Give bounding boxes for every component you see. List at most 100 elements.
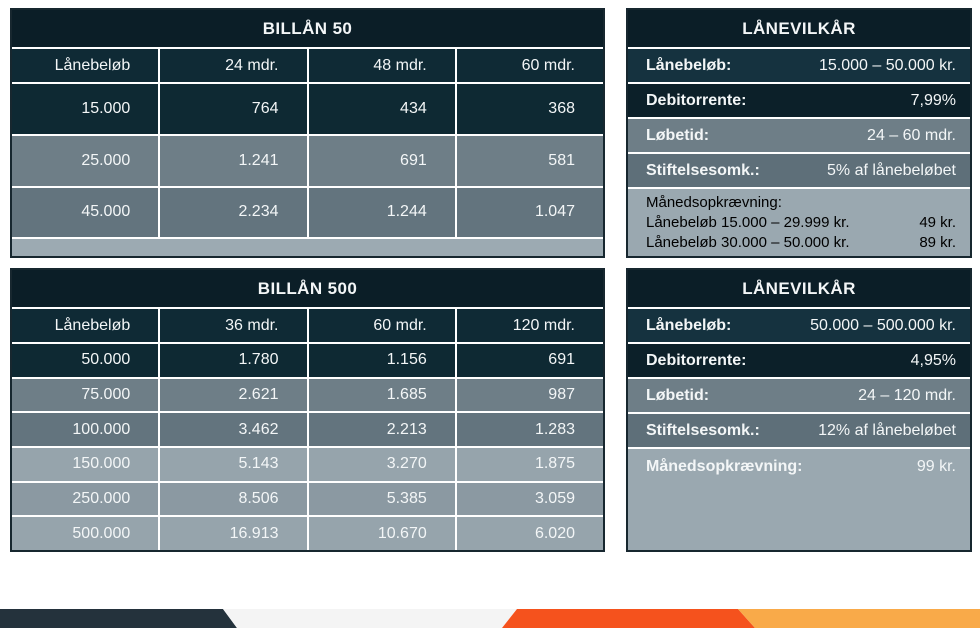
payment-cell: 691 xyxy=(308,135,455,186)
loan-amount-cell: 250.000 xyxy=(12,482,159,516)
loan-terms-panel-500: LÅNEVILKÅR Lånebeløb: 50.000 – 500.000 k… xyxy=(626,268,972,552)
payment-cell: 434 xyxy=(308,84,455,134)
payment-cell: 764 xyxy=(160,84,307,134)
table-row: 25.000 1.241 691 581 xyxy=(12,135,603,186)
terms-row-interest: Debitorrente: 4,95% xyxy=(628,344,970,377)
terms-label: Lånebeløb: xyxy=(646,316,732,334)
terms-value: 5% af lånebeløbet xyxy=(827,161,956,179)
column-header-24-mdr: 24 mdr. xyxy=(160,49,307,82)
loan-amount-cell: 150.000 xyxy=(12,448,159,481)
column-header-60-mdr: 60 mdr. xyxy=(308,309,455,342)
payment-cell: 581 xyxy=(456,135,603,186)
table-row: 500.000 16.913 10.670 6.020 xyxy=(12,517,603,551)
terms-row-monthly-fee: Månedsopkrævning: Lånebeløb 15.000 – 29.… xyxy=(628,189,970,256)
payment-cell: 5.143 xyxy=(160,448,307,481)
terms-label: Debitorrente: xyxy=(646,351,747,369)
billan-500-title: BILLÅN 500 xyxy=(12,270,603,307)
table-row: 15.000 764 434 368 xyxy=(12,84,603,134)
stripe-segment-navy xyxy=(0,609,237,628)
column-header-laanebeloeb: Lånebeløb xyxy=(12,49,159,82)
table-row: 250.000 8.506 5.385 3.059 xyxy=(12,482,603,516)
terms-value: 24 – 120 mdr. xyxy=(858,386,956,404)
terms-row-establishment-fee: Stiftelsesomk.: 5% af lånebeløbet xyxy=(628,154,970,187)
terms-label: Stiftelsesomk.: xyxy=(646,161,760,179)
loan-amount-cell: 500.000 xyxy=(12,517,159,551)
terms-value: 12% af lånebeløbet xyxy=(818,421,956,439)
payment-cell: 987 xyxy=(456,378,603,412)
payment-cell: 1.875 xyxy=(456,448,603,481)
monthly-fee-line: Lånebeløb 15.000 – 29.999 kr. 49 kr. xyxy=(646,213,956,233)
terms-value: 89 kr. xyxy=(919,234,956,251)
payment-cell: 3.270 xyxy=(308,448,455,481)
payment-cell: 1.244 xyxy=(308,187,455,238)
payment-cell: 691 xyxy=(456,344,603,377)
payment-cell: 10.670 xyxy=(308,517,455,551)
terms-label: Løbetid: xyxy=(646,126,710,144)
terms-row-monthly-fee: Månedsopkrævning: 99 kr. xyxy=(628,449,970,550)
empty-table-area xyxy=(12,239,603,256)
payment-cell: 2.621 xyxy=(160,378,307,412)
payment-cell: 1.047 xyxy=(456,187,603,238)
column-header-60-mdr: 60 mdr. xyxy=(456,49,603,82)
payment-cell: 2.213 xyxy=(308,413,455,447)
payment-cell: 3.059 xyxy=(456,482,603,516)
payment-cell: 5.385 xyxy=(308,482,455,516)
terms-label: Løbetid: xyxy=(646,386,710,404)
billan-500-header-row: Lånebeløb 36 mdr. 60 mdr. 120 mdr. xyxy=(12,309,603,342)
payment-cell: 16.913 xyxy=(160,517,307,551)
payment-cell: 1.156 xyxy=(308,344,455,377)
payment-cell: 8.506 xyxy=(160,482,307,516)
terms-row-duration: Løbetid: 24 – 60 mdr. xyxy=(628,119,970,152)
payment-cell: 1.241 xyxy=(160,135,307,186)
table-row: 75.000 2.621 1.685 987 xyxy=(12,378,603,412)
terms-row-duration: Løbetid: 24 – 120 mdr. xyxy=(628,379,970,412)
terms-value: 7,99% xyxy=(910,91,956,109)
monthly-fee-heading-line: Månedsopkrævning: xyxy=(646,193,956,213)
billan-50-title: BILLÅN 50 xyxy=(12,10,603,47)
loan-amount-cell: 75.000 xyxy=(12,378,159,412)
terms-label: Månedsopkrævning: xyxy=(646,194,782,211)
terms-label: Lånebeløb 15.000 – 29.999 kr. xyxy=(646,214,850,231)
stripe-segment-gray xyxy=(223,609,517,628)
terms-value: 99 kr. xyxy=(916,458,956,475)
decorative-color-stripe xyxy=(0,609,980,628)
loan-amount-cell: 100.000 xyxy=(12,413,159,447)
payment-cell: 6.020 xyxy=(456,517,603,551)
loan-amount-cell: 45.000 xyxy=(12,187,159,238)
stripe-segment-orange xyxy=(502,609,755,628)
billan-500-table: BILLÅN 500 Lånebeløb 36 mdr. 60 mdr. 120… xyxy=(10,268,605,552)
terms-label: Lånebeløb 30.000 – 50.000 kr. xyxy=(646,234,850,251)
loan-terms-title: LÅNEVILKÅR xyxy=(628,270,970,307)
terms-row-establishment-fee: Stiftelsesomk.: 12% af lånebeløbet xyxy=(628,414,970,447)
column-header-120-mdr: 120 mdr. xyxy=(456,309,603,342)
stripe-segment-amber xyxy=(738,609,980,628)
monthly-fee-line: Lånebeløb 30.000 – 50.000 kr. 89 kr. xyxy=(646,233,956,253)
loan-amount-cell: 25.000 xyxy=(12,135,159,186)
loan-amount-cell: 15.000 xyxy=(12,84,159,134)
terms-value: 50.000 – 500.000 kr. xyxy=(810,316,956,334)
payment-cell: 1.283 xyxy=(456,413,603,447)
terms-label: Lånebeløb: xyxy=(646,56,732,74)
terms-value: 49 kr. xyxy=(919,214,956,231)
terms-row-loan-amount: Lånebeløb: 50.000 – 500.000 kr. xyxy=(628,309,970,342)
table-row: 150.000 5.143 3.270 1.875 xyxy=(12,448,603,481)
table-row: 100.000 3.462 2.213 1.283 xyxy=(12,413,603,447)
terms-value: 15.000 – 50.000 kr. xyxy=(819,56,956,74)
payment-cell: 3.462 xyxy=(160,413,307,447)
payment-cell: 368 xyxy=(456,84,603,134)
billan-50-table: BILLÅN 50 Lånebeløb 24 mdr. 48 mdr. 60 m… xyxy=(10,8,605,258)
table-row: 45.000 2.234 1.244 1.047 xyxy=(12,187,603,238)
column-header-36-mdr: 36 mdr. xyxy=(160,309,307,342)
column-header-laanebeloeb: Lånebeløb xyxy=(12,309,159,342)
terms-label: Stiftelsesomk.: xyxy=(646,421,760,439)
billan-50-header-row: Lånebeløb 24 mdr. 48 mdr. 60 mdr. xyxy=(12,49,603,82)
terms-value: 4,95% xyxy=(910,351,956,369)
loan-terms-title: LÅNEVILKÅR xyxy=(628,10,970,47)
column-header-48-mdr: 48 mdr. xyxy=(308,49,455,82)
terms-value: 24 – 60 mdr. xyxy=(867,126,956,144)
terms-label: Debitorrente: xyxy=(646,91,747,109)
payment-cell: 2.234 xyxy=(160,187,307,238)
payment-cell: 1.780 xyxy=(160,344,307,377)
terms-label: Månedsopkrævning: xyxy=(646,458,803,475)
